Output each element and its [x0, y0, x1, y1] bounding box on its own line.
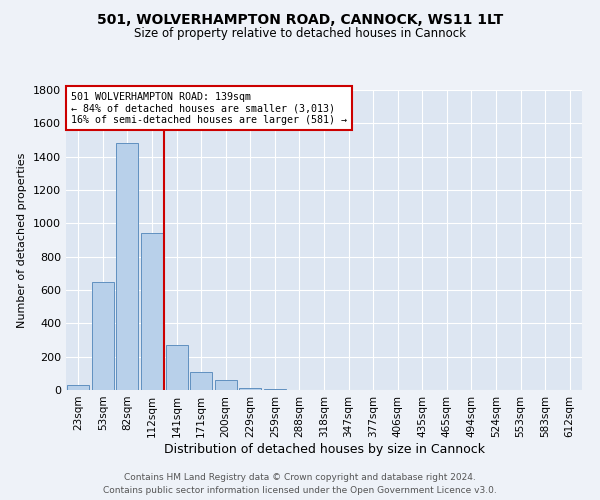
Bar: [264, 389, 286, 390]
Bar: [166, 345, 188, 390]
Text: Size of property relative to detached houses in Cannock: Size of property relative to detached ho…: [134, 28, 466, 40]
Bar: [92, 282, 114, 390]
Text: Distribution of detached houses by size in Cannock: Distribution of detached houses by size …: [163, 442, 485, 456]
Bar: [239, 388, 262, 390]
Text: Contains public sector information licensed under the Open Government Licence v3: Contains public sector information licen…: [103, 486, 497, 495]
Bar: [116, 144, 139, 390]
Bar: [67, 385, 89, 390]
Bar: [141, 234, 163, 390]
Bar: [215, 380, 237, 390]
Text: Contains HM Land Registry data © Crown copyright and database right 2024.: Contains HM Land Registry data © Crown c…: [124, 472, 476, 482]
Y-axis label: Number of detached properties: Number of detached properties: [17, 152, 28, 328]
Text: 501 WOLVERHAMPTON ROAD: 139sqm
← 84% of detached houses are smaller (3,013)
16% : 501 WOLVERHAMPTON ROAD: 139sqm ← 84% of …: [71, 92, 347, 124]
Bar: [190, 372, 212, 390]
Text: 501, WOLVERHAMPTON ROAD, CANNOCK, WS11 1LT: 501, WOLVERHAMPTON ROAD, CANNOCK, WS11 1…: [97, 12, 503, 26]
